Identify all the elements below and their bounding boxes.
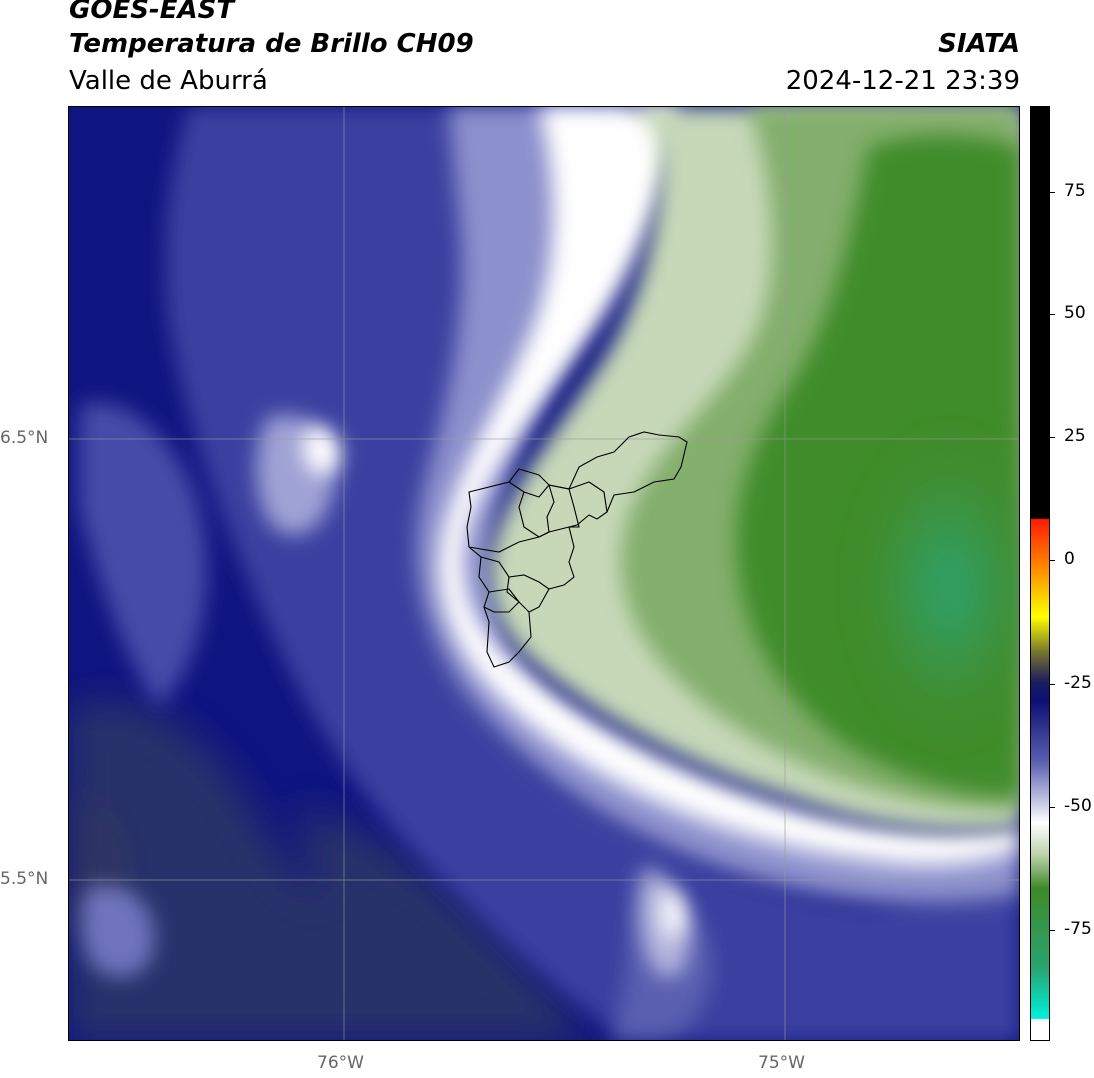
colorbar-label-0: 0 xyxy=(1064,549,1075,569)
colorbar-label-25: 25 xyxy=(1064,426,1086,446)
colorbar-tick-0 xyxy=(1050,560,1055,561)
colorbar-label-minus-50: -50 xyxy=(1064,796,1092,816)
lon-tick-76w: 76°W xyxy=(317,1053,364,1073)
colorbar xyxy=(1030,106,1050,1041)
satellite-map[interactable] xyxy=(68,106,1020,1041)
colorbar-label-50: 50 xyxy=(1064,303,1086,323)
lat-tick-5-5n: 5.5°N xyxy=(0,869,49,889)
title-line-2: Temperatura de Brillo CH09 xyxy=(69,29,474,59)
colorbar-label-minus-25: -25 xyxy=(1064,673,1092,693)
lon-tick-75w: 75°W xyxy=(758,1053,805,1073)
colorbar-tick-25 xyxy=(1050,437,1055,438)
brightness-temperature-field xyxy=(69,107,1019,1040)
lat-tick-6-5n: 6.5°N xyxy=(0,428,49,448)
graticule xyxy=(69,107,1019,1040)
colorbar-label-minus-75: -75 xyxy=(1064,919,1092,939)
colorbar-gradient xyxy=(1031,107,1049,1040)
title-line-1: GOES-EAST xyxy=(69,0,235,25)
municipality-boundaries xyxy=(466,431,688,668)
brand-label: SIATA xyxy=(938,29,1020,59)
colorbar-tick-minus-25 xyxy=(1050,684,1055,685)
colorbar-label-75: 75 xyxy=(1064,181,1086,201)
datetime-label: 2024-12-21 23:39 xyxy=(785,66,1020,96)
colorbar-tick-minus-50 xyxy=(1050,807,1055,808)
colorbar-tick-minus-75 xyxy=(1050,930,1055,931)
colorbar-tick-50 xyxy=(1050,314,1055,315)
subtitle: Valle de Aburrá xyxy=(69,66,268,96)
colorbar-tick-75 xyxy=(1050,192,1055,193)
